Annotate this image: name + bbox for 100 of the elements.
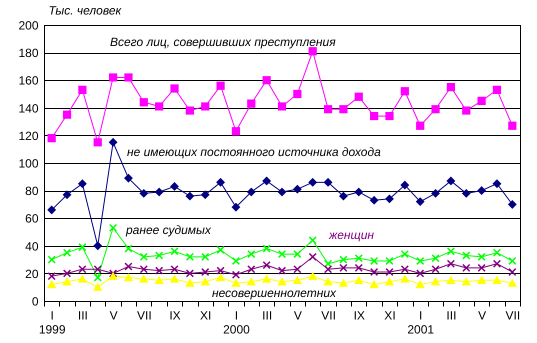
- point: [216, 82, 225, 90]
- point: [170, 182, 179, 191]
- point: [308, 178, 317, 186]
- point: [339, 255, 348, 264]
- point: [201, 102, 210, 111]
- point: [431, 278, 440, 286]
- point: [262, 275, 271, 283]
- point: [278, 266, 286, 275]
- point: [216, 178, 225, 186]
- point: [478, 264, 486, 272]
- point: [62, 110, 72, 119]
- y-tick-label: 180: [18, 46, 39, 60]
- point: [48, 280, 56, 288]
- point: [354, 188, 363, 196]
- point: [108, 138, 118, 146]
- point: [370, 112, 378, 120]
- point: [370, 280, 378, 288]
- x-tick-label: VII: [505, 308, 520, 322]
- point: [400, 275, 409, 283]
- point: [124, 274, 133, 282]
- point: [446, 260, 456, 268]
- point: [48, 134, 56, 142]
- point: [108, 272, 118, 280]
- point: [140, 98, 148, 106]
- point: [508, 256, 516, 266]
- point: [232, 270, 240, 279]
- x-tick-label: IX: [354, 308, 365, 322]
- point: [140, 252, 148, 261]
- x-tick-label: I 2001: [407, 308, 434, 336]
- point: [324, 178, 332, 186]
- series-label: женщин: [328, 228, 374, 242]
- x-tick-label: XI: [200, 308, 212, 322]
- point: [247, 278, 256, 286]
- point: [155, 251, 164, 260]
- point: [155, 102, 164, 111]
- x-tick-label: VII: [136, 308, 152, 322]
- point: [478, 96, 486, 106]
- point: [48, 206, 56, 214]
- point: [186, 192, 194, 200]
- x-tick-label: III: [262, 308, 272, 322]
- point: [94, 242, 102, 250]
- point: [124, 262, 133, 271]
- y-tick-label: 60: [25, 212, 39, 226]
- point: [247, 188, 256, 196]
- point: [247, 265, 256, 274]
- point: [278, 278, 286, 286]
- point: [78, 265, 86, 274]
- point: [293, 276, 302, 284]
- point: [170, 247, 179, 256]
- point: [492, 260, 502, 268]
- point: [247, 100, 256, 108]
- point: [308, 252, 317, 261]
- point: [431, 105, 440, 114]
- point: [478, 276, 486, 284]
- point: [62, 269, 72, 278]
- x-tick-label: III: [446, 308, 456, 322]
- point: [508, 279, 516, 287]
- point: [278, 188, 286, 196]
- x-tick-label: V: [478, 308, 486, 322]
- series-label: не имеющих постоянного источника дохода: [127, 145, 382, 159]
- point: [78, 86, 86, 94]
- point: [293, 265, 302, 274]
- point: [462, 106, 470, 115]
- point: [324, 260, 332, 268]
- point: [140, 275, 148, 283]
- point: [431, 254, 440, 262]
- point: [62, 248, 72, 257]
- point: [262, 244, 271, 253]
- y-tick-label: 100: [18, 156, 39, 170]
- point: [293, 185, 302, 194]
- point: [416, 256, 424, 266]
- point: [492, 248, 502, 257]
- point: [478, 252, 486, 261]
- point: [232, 127, 240, 136]
- point: [400, 180, 409, 190]
- point: [462, 264, 470, 272]
- x-tick-label: V: [110, 308, 118, 322]
- point: [416, 280, 424, 288]
- point: [124, 174, 133, 182]
- point: [400, 87, 409, 96]
- point: [308, 236, 317, 244]
- point: [170, 265, 179, 274]
- point: [324, 278, 332, 286]
- point: [201, 278, 210, 286]
- point: [308, 272, 317, 280]
- point: [354, 254, 363, 262]
- point: [124, 73, 133, 82]
- y-tick-label: 20: [25, 266, 39, 281]
- x-tick-label: I 2000: [223, 308, 250, 336]
- point: [94, 138, 102, 146]
- point: [262, 176, 271, 186]
- point: [186, 279, 194, 287]
- point: [400, 250, 409, 258]
- point: [62, 190, 72, 199]
- x-tick-label: I 1999: [38, 308, 66, 336]
- point: [324, 265, 332, 274]
- point: [508, 200, 516, 209]
- series-label: ранее судимых: [125, 223, 212, 237]
- point: [278, 250, 286, 258]
- series-label: Всего лиц, совершивших преступления: [110, 35, 336, 49]
